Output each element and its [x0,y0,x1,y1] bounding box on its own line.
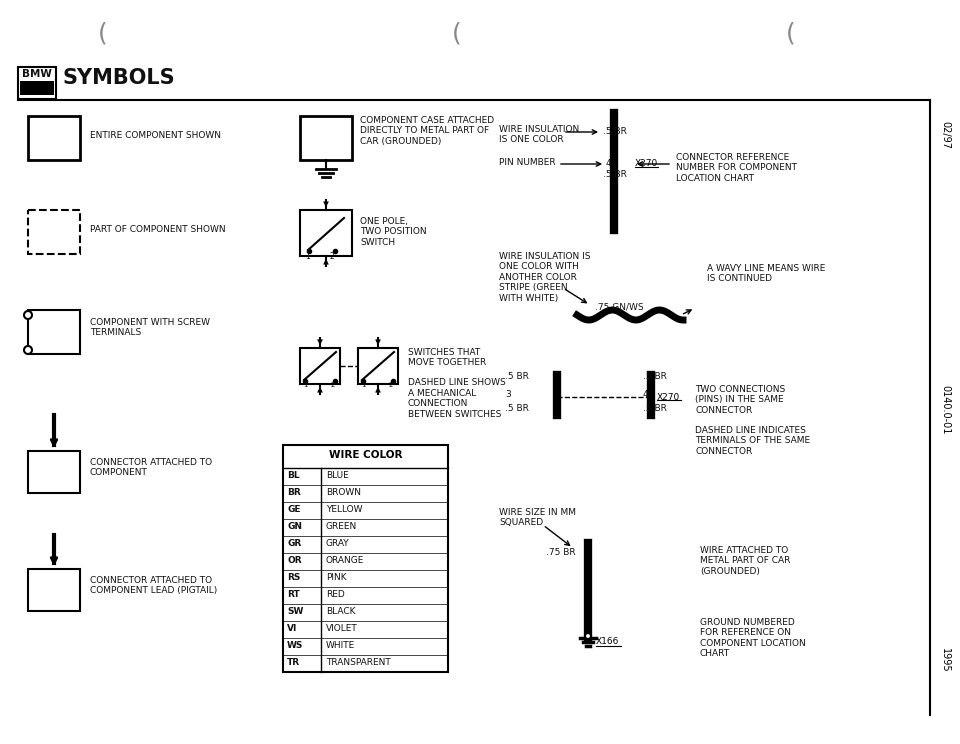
Text: BROWN: BROWN [326,488,361,497]
Text: 1: 1 [305,252,310,261]
Text: YELLOW: YELLOW [326,505,363,514]
Text: 2: 2 [331,382,335,388]
Text: 4: 4 [606,159,612,168]
Text: PIN NUMBER: PIN NUMBER [499,158,556,167]
Text: WIRE INSULATION IS
ONE COLOR WITH
ANOTHER COLOR
STRIPE (GREEN
WITH WHITE): WIRE INSULATION IS ONE COLOR WITH ANOTHE… [499,252,590,303]
Text: .75 GN/WS: .75 GN/WS [595,302,643,311]
Text: GROUND NUMBERED
FOR REFERENCE ON
COMPONENT LOCATION
CHART: GROUND NUMBERED FOR REFERENCE ON COMPONE… [700,618,805,658]
Text: 4: 4 [643,390,649,399]
Text: GREEN: GREEN [326,522,357,531]
Text: TWO CONNECTIONS
(PINS) IN THE SAME
CONNECTOR: TWO CONNECTIONS (PINS) IN THE SAME CONNE… [695,385,785,415]
Bar [300,210,352,256]
Text: VI: VI [287,624,298,633]
Text: .5 BR: .5 BR [643,372,667,381]
Text: GE: GE [287,505,300,514]
Text: WIRE ATTACHED TO
METAL PART OF CAR
(GROUNDED): WIRE ATTACHED TO METAL PART OF CAR (GROU… [700,546,790,576]
Text: 1: 1 [303,382,307,388]
Bar [28,116,80,160]
Text: WIRE INSULATION
IS ONE COLOR: WIRE INSULATION IS ONE COLOR [499,125,579,144]
Text: 02/97: 02/97 [940,121,950,149]
Text: WS: WS [287,641,303,650]
Text: X270: X270 [657,393,681,402]
Text: 5: 5 [33,82,41,95]
Bar [358,348,398,384]
Text: 0140.0-01: 0140.0-01 [940,385,950,434]
Text: CONNECTOR REFERENCE
NUMBER FOR COMPONENT
LOCATION CHART: CONNECTOR REFERENCE NUMBER FOR COMPONENT… [676,153,797,183]
Text: (: ( [786,22,796,46]
Text: (: ( [98,22,108,46]
Text: COMPONENT WITH SCREW
TERMINALS: COMPONENT WITH SCREW TERMINALS [90,318,210,337]
Text: A WAVY LINE MEANS WIRE
IS CONTINUED: A WAVY LINE MEANS WIRE IS CONTINUED [707,264,826,283]
Text: DASHED LINE INDICATES
TERMINALS OF THE SAME
CONNECTOR: DASHED LINE INDICATES TERMINALS OF THE S… [695,426,810,456]
Text: BL: BL [287,471,300,480]
Text: 1: 1 [361,382,366,388]
Bar [300,116,352,160]
Text: ONE POLE,
TWO POSITION
SWITCH: ONE POLE, TWO POSITION SWITCH [360,217,426,247]
Text: GN: GN [287,522,302,531]
Text: SW: SW [287,607,303,616]
Bar [18,67,56,99]
Text: BLACK: BLACK [326,607,355,616]
Bar [300,348,340,384]
Text: 2: 2 [329,252,334,261]
Bar [28,210,80,254]
Text: .5 BR: .5 BR [643,404,667,413]
Text: PINK: PINK [326,573,347,582]
Text: (: ( [452,22,462,46]
Text: RT: RT [287,590,300,599]
Text: GRAY: GRAY [326,539,349,548]
Text: GR: GR [287,539,301,548]
Text: .5 BR: .5 BR [505,372,529,381]
Text: BMW: BMW [22,69,52,79]
Text: TRANSPARENT: TRANSPARENT [326,658,391,667]
Bar [20,81,54,95]
Text: PART OF COMPONENT SHOWN: PART OF COMPONENT SHOWN [90,225,226,234]
Text: DASHED LINE SHOWS
A MECHANICAL
CONNECTION
BETWEEN SWITCHES: DASHED LINE SHOWS A MECHANICAL CONNECTIO… [408,368,506,419]
Text: WIRE SIZE IN MM
SQUARED: WIRE SIZE IN MM SQUARED [499,508,576,527]
Text: VIOLET: VIOLET [326,624,358,633]
Bar [28,569,80,611]
Text: ORANGE: ORANGE [326,556,365,565]
Text: .5 BR: .5 BR [603,127,627,136]
Circle shape [585,633,591,639]
Text: 1995: 1995 [940,648,950,673]
Circle shape [24,311,32,319]
Bar [28,310,80,354]
Text: WHITE: WHITE [326,641,355,650]
Text: .5 BR: .5 BR [505,404,529,413]
Text: 2: 2 [389,382,394,388]
Text: BLUE: BLUE [326,471,348,480]
Text: RED: RED [326,590,345,599]
Text: X270: X270 [635,159,659,168]
Text: ENTIRE COMPONENT SHOWN: ENTIRE COMPONENT SHOWN [90,131,221,140]
Text: CONNECTOR ATTACHED TO
COMPONENT: CONNECTOR ATTACHED TO COMPONENT [90,458,212,478]
Bar [28,451,80,493]
Text: X166: X166 [596,638,619,647]
Bar [283,445,448,672]
Text: .75 BR: .75 BR [546,548,576,557]
Text: OR: OR [287,556,301,565]
Text: BR: BR [287,488,300,497]
Text: RS: RS [287,573,300,582]
Text: CONNECTOR ATTACHED TO
COMPONENT LEAD (PIGTAIL): CONNECTOR ATTACHED TO COMPONENT LEAD (PI… [90,576,217,595]
Text: SWITCHES THAT
MOVE TOGETHER: SWITCHES THAT MOVE TOGETHER [408,348,487,368]
Text: 3: 3 [505,390,511,399]
Text: WIRE COLOR: WIRE COLOR [328,450,402,460]
Text: SYMBOLS: SYMBOLS [63,68,176,88]
Circle shape [24,346,32,354]
Text: .5 BR: .5 BR [603,170,627,179]
Text: COMPONENT CASE ATTACHED
DIRECTLY TO METAL PART OF
CAR (GROUNDED): COMPONENT CASE ATTACHED DIRECTLY TO META… [360,116,494,146]
Text: TR: TR [287,658,300,667]
